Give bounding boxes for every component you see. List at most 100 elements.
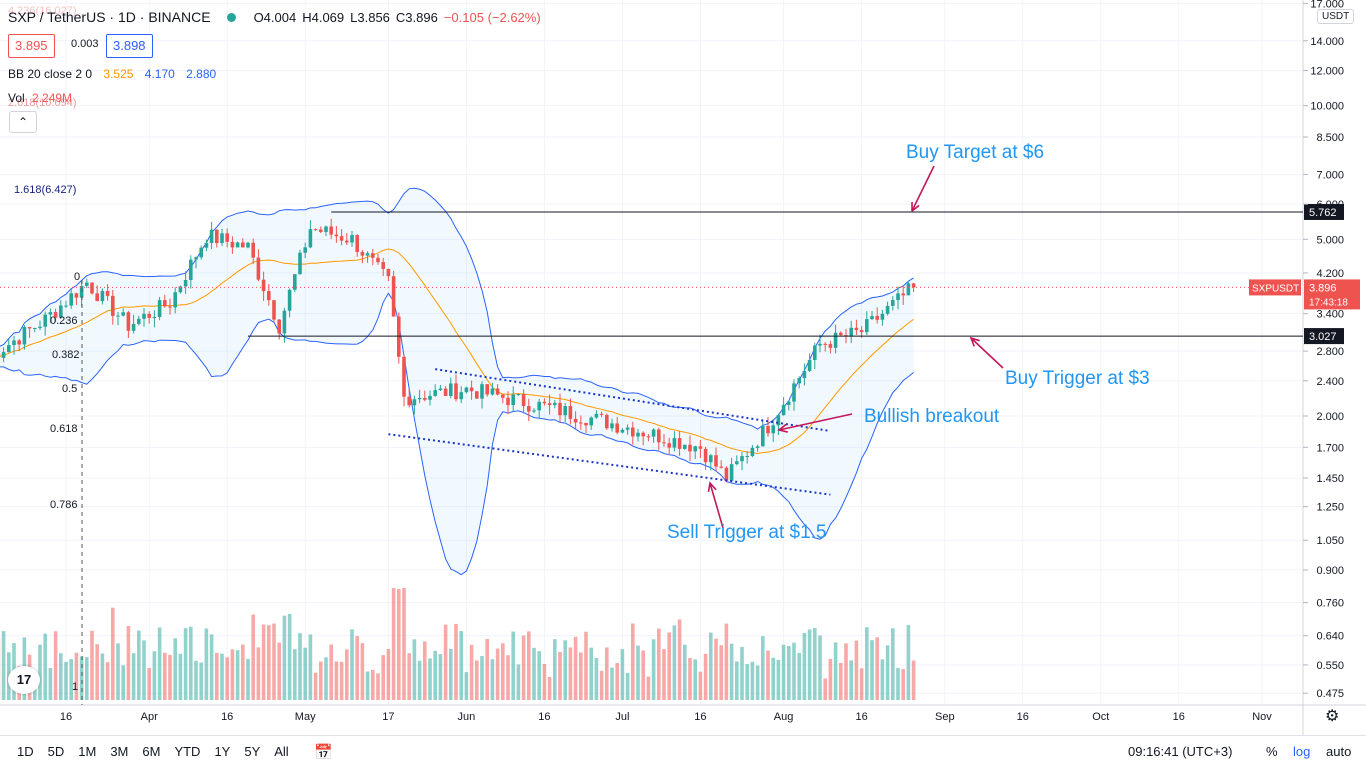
range-5y[interactable]: 5Y [237, 744, 267, 759]
range-5d[interactable]: 5D [41, 744, 72, 759]
clock-display[interactable]: 09:16:41 (UTC+3) [1128, 744, 1232, 759]
time-tick-label: Nov [1252, 711, 1272, 723]
candle-body [605, 415, 609, 428]
candle-body [667, 443, 671, 447]
candle-body [454, 383, 458, 399]
time-tick-label: Oct [1092, 711, 1109, 723]
volume-bar [283, 616, 287, 700]
annotation-buy-target: Buy Target at $6 [906, 142, 1044, 164]
percent-toggle[interactable]: % [1266, 744, 1278, 759]
volume-bar [298, 633, 302, 700]
gear-icon[interactable]: ⚙ [1325, 706, 1339, 726]
candle-body [397, 317, 401, 357]
range-3m[interactable]: 3M [103, 744, 135, 759]
candle-body [725, 468, 729, 481]
candle-body [205, 243, 209, 248]
calendar-icon[interactable]: 📅 [314, 743, 333, 761]
range-1m[interactable]: 1M [71, 744, 103, 759]
chevron-up-icon[interactable]: ⌃ [9, 111, 37, 133]
volume-bar [797, 653, 801, 700]
range-1d[interactable]: 1D [10, 744, 41, 759]
candle-body [407, 397, 411, 406]
candle-body [855, 328, 859, 330]
volume-bar [85, 657, 89, 700]
candle-body [12, 340, 16, 345]
volume-bar [517, 664, 521, 700]
volume-bar [491, 659, 495, 700]
candle-body [153, 317, 157, 318]
candle-body [444, 389, 448, 396]
candle-body [834, 333, 838, 348]
candle-body [283, 311, 287, 334]
candle-body [511, 395, 515, 405]
candle-body [548, 403, 552, 405]
sell-price-button[interactable]: 3.895 [8, 34, 55, 58]
symbol-title[interactable]: SXP / TetherUS · 1D · BINANCE [8, 9, 211, 25]
range-ytd[interactable]: YTD [167, 744, 207, 759]
candle-body [829, 344, 833, 348]
candle-body [589, 418, 593, 426]
volume-bar [475, 660, 479, 700]
volume-bar [834, 642, 838, 700]
volume-bar [288, 614, 292, 700]
volume-bar [215, 653, 219, 700]
volume-bar [662, 649, 666, 700]
log-toggle[interactable]: log [1293, 744, 1310, 759]
candle-body [886, 306, 890, 314]
candle-body [459, 392, 463, 399]
volume-bar [641, 650, 645, 700]
candle-body [262, 280, 266, 291]
candle-body [901, 293, 905, 295]
currency-badge[interactable]: USDT [1317, 9, 1354, 24]
candle-body [751, 448, 755, 456]
candle-body [106, 291, 110, 296]
volume-bar [756, 665, 760, 700]
volume-bar [246, 659, 250, 700]
candle-body [761, 426, 765, 446]
volume-legend[interactable]: Vol 2.249M [8, 91, 80, 105]
range-all[interactable]: All [267, 744, 295, 759]
tradingview-logo-icon[interactable]: 17 [8, 666, 40, 694]
bb-legend[interactable]: BB 20 close 2 0 3.525 4.170 2.880 [8, 67, 224, 81]
range-1y[interactable]: 1Y [207, 744, 237, 759]
candle-body [849, 328, 853, 337]
candle-body [194, 257, 198, 259]
range-6m[interactable]: 6M [135, 744, 167, 759]
volume-bar [69, 659, 73, 700]
candle-body [111, 296, 115, 316]
buy-price-button[interactable]: 3.898 [106, 34, 153, 58]
candle-body [147, 314, 151, 318]
volume-bar [444, 625, 448, 700]
volume-bar [158, 627, 162, 700]
candle-body [912, 283, 916, 287]
candle-body [433, 390, 437, 396]
volume-bar [667, 632, 671, 700]
time-tick-label: 16 [855, 711, 867, 723]
candle-body [33, 328, 37, 329]
volume-bar [881, 659, 885, 700]
candle-body [387, 269, 391, 276]
candle-body [870, 316, 874, 319]
volume-bar [173, 638, 177, 700]
volume-bar [366, 672, 370, 700]
candle-body [163, 300, 167, 306]
volume-bar [355, 636, 359, 700]
volume-bar [153, 651, 157, 700]
candle-body [683, 445, 687, 449]
volume-bar [823, 679, 827, 700]
price-tick-label: 0.550 [1316, 660, 1344, 672]
candle-body [756, 446, 760, 447]
candle-body [480, 384, 484, 398]
volume-bar [329, 644, 333, 700]
auto-toggle[interactable]: auto [1326, 744, 1351, 759]
candle-body [673, 438, 677, 448]
volume-bar [262, 625, 266, 700]
volume-bar [907, 625, 911, 700]
candle-body [345, 241, 349, 243]
candle-body [537, 402, 541, 410]
candle-body [543, 402, 547, 403]
candle-body [860, 330, 864, 332]
candle-body [376, 258, 380, 262]
candle-body [719, 467, 723, 468]
